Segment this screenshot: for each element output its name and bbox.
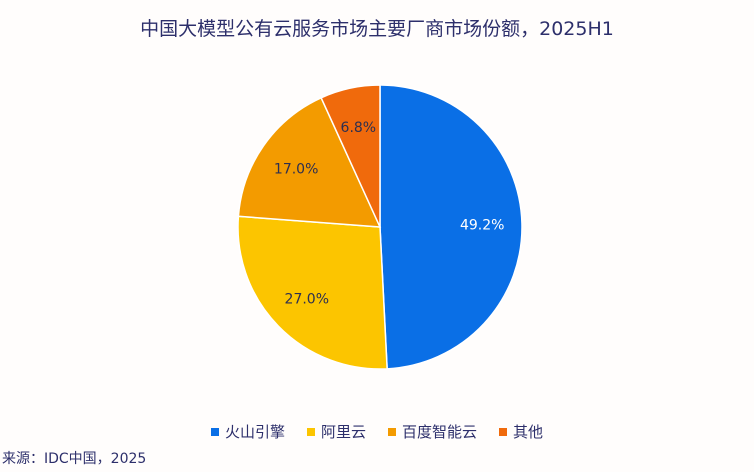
- legend-swatch: [499, 427, 508, 436]
- legend-swatch: [210, 427, 219, 436]
- legend: 火山引擎 阿里云 百度智能云 其他: [0, 421, 754, 442]
- data-label-2: 17.0%: [274, 161, 318, 177]
- legend-label: 百度智能云: [402, 423, 478, 441]
- source-note: 来源：IDC中国，2025: [2, 451, 147, 467]
- legend-item-1[interactable]: 阿里云: [306, 421, 366, 442]
- pie-slice-3: [320, 84, 381, 228]
- data-label-0: 49.2%: [460, 217, 504, 233]
- legend-label: 火山引擎: [224, 423, 285, 441]
- legend-item-3[interactable]: 其他: [499, 421, 543, 442]
- legend-swatch: [306, 427, 315, 436]
- pie-slice-1: [237, 215, 388, 370]
- pie-slice-2: [237, 96, 382, 228]
- legend-swatch: [388, 427, 396, 436]
- pie-slice-0: [379, 84, 523, 370]
- legend-item-0[interactable]: 火山引擎: [210, 421, 285, 442]
- data-label-3: 6.8%: [341, 120, 377, 136]
- chart-title: 中国大模型公有云服务市场主要厂商市场份额，2025H1: [140, 18, 614, 40]
- data-label-1: 27.0%: [285, 291, 329, 307]
- legend-label: 阿里云: [320, 423, 366, 441]
- legend-item-2[interactable]: 百度智能云: [388, 421, 477, 442]
- legend-label: 其他: [513, 423, 544, 441]
